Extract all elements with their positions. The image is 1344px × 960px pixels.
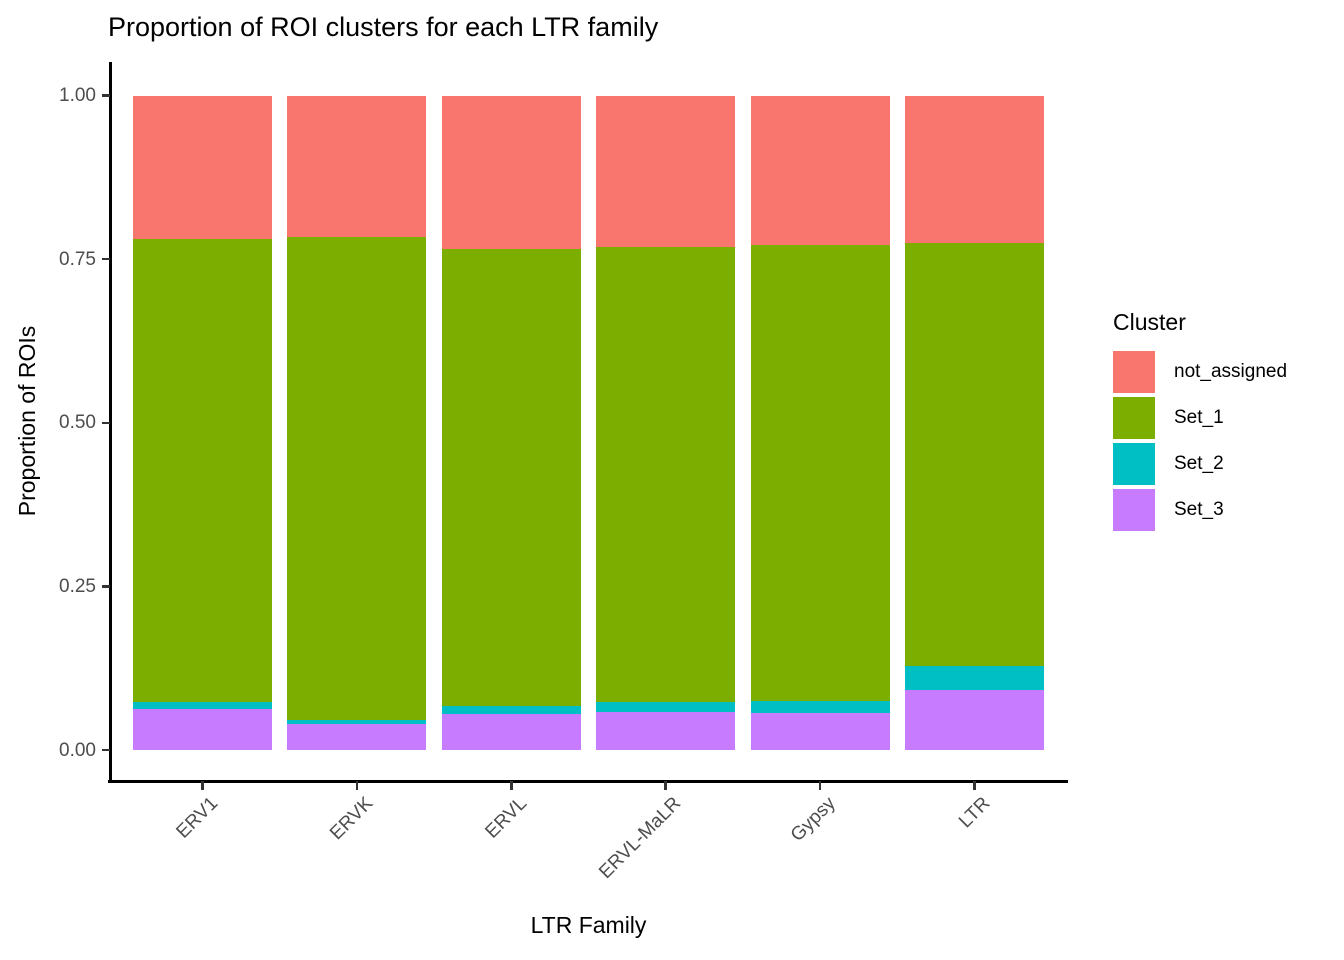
bar-segment-ERV1-Set_1 bbox=[133, 239, 273, 702]
x-tick-label-ERVL-MaLR: ERVL-MaLR bbox=[595, 793, 686, 884]
legend-entry-not_assigned: not_assigned bbox=[1113, 351, 1287, 393]
x-tick-label-Gypsy: Gypsy bbox=[786, 793, 840, 846]
legend-swatch-Set_3 bbox=[1113, 489, 1155, 531]
y-tick-0.50 bbox=[101, 421, 110, 424]
bar-segment-ERVL-Set_1 bbox=[441, 248, 581, 707]
y-tick-label-0.25: 0.25 bbox=[59, 575, 96, 597]
legend-entry-Set_3: Set_3 bbox=[1113, 489, 1287, 531]
bar-segment-ERVK-Set_2 bbox=[287, 719, 427, 725]
bar-segment-ERVL-MaLR-not_assigned bbox=[596, 95, 736, 247]
bar-segment-Gypsy-not_assigned bbox=[750, 95, 890, 245]
y-tick-label-0.00: 0.00 bbox=[59, 739, 96, 761]
bar-segment-ERVL-MaLR-Set_1 bbox=[596, 246, 736, 703]
bar-segment-ERVK-not_assigned bbox=[287, 95, 427, 237]
bar-segment-ERVL-MaLR-Set_3 bbox=[596, 712, 736, 750]
legend-title: Cluster bbox=[1113, 309, 1186, 335]
x-tick-ERVL bbox=[510, 781, 513, 790]
x-tick-label-LTR: LTR bbox=[954, 793, 995, 833]
bar-segment-ERVL-MaLR-Set_2 bbox=[596, 702, 736, 713]
bar-segment-LTR-Set_1 bbox=[904, 243, 1044, 667]
y-tick-1.00 bbox=[101, 94, 110, 97]
bar-segment-ERVL-not_assigned bbox=[441, 95, 581, 249]
bar-segment-Gypsy-Set_3 bbox=[750, 712, 890, 750]
x-tick-ERVL-MaLR bbox=[664, 781, 667, 790]
bar-segment-Gypsy-Set_1 bbox=[750, 244, 890, 701]
bar-segment-LTR-Set_2 bbox=[904, 666, 1044, 691]
bar-segment-ERVL-Set_2 bbox=[441, 706, 581, 714]
y-tick-label-1.00: 1.00 bbox=[59, 85, 96, 106]
bar-segment-ERV1-Set_3 bbox=[133, 709, 273, 750]
x-tick-label-ERVL: ERVL bbox=[481, 793, 532, 843]
legend-swatch-not_assigned bbox=[1113, 351, 1155, 393]
bar-segment-ERVK-Set_1 bbox=[287, 236, 427, 720]
legend-label-not_assigned: not_assigned bbox=[1174, 361, 1288, 382]
legend-label-Set_2: Set_2 bbox=[1174, 453, 1224, 474]
x-axis-line bbox=[108, 780, 1068, 783]
x-tick-label-ERVK: ERVK bbox=[325, 793, 377, 845]
bar-segment-ERVK-Set_3 bbox=[287, 724, 427, 750]
y-tick-0.00 bbox=[101, 748, 110, 752]
x-tick-ERV1 bbox=[201, 781, 204, 790]
bar-segment-LTR-not_assigned bbox=[904, 95, 1044, 244]
legend-swatch-Set_2 bbox=[1113, 443, 1155, 485]
y-tick-0.75 bbox=[101, 257, 110, 261]
bar-segment-ERVL-Set_3 bbox=[441, 714, 581, 750]
y-axis-line bbox=[109, 62, 112, 783]
legend-entry-Set_1: Set_1 bbox=[1113, 397, 1287, 439]
legend-entries: not_assigned Set_1 Set_2 Set_3 bbox=[1113, 351, 1287, 531]
bar-segment-LTR-Set_3 bbox=[904, 690, 1044, 750]
y-tick-label-0.50: 0.50 bbox=[59, 412, 96, 434]
x-axis-title: LTR Family bbox=[530, 912, 647, 938]
y-tick-0.25 bbox=[101, 585, 110, 588]
x-tick-LTR bbox=[973, 781, 976, 790]
legend-swatch-Set_1 bbox=[1113, 397, 1155, 439]
y-tick-label-0.75: 0.75 bbox=[59, 248, 96, 270]
chart-title: Proportion of ROI clusters for each LTR … bbox=[108, 12, 659, 42]
x-tick-label-ERV1: ERV1 bbox=[172, 793, 223, 843]
bar-segment-Gypsy-Set_2 bbox=[750, 700, 890, 713]
legend-label-Set_1: Set_1 bbox=[1174, 407, 1224, 428]
bar-segment-ERV1-not_assigned bbox=[133, 95, 273, 240]
legend-label-Set_3: Set_3 bbox=[1174, 499, 1224, 520]
legend-entry-Set_2: Set_2 bbox=[1113, 443, 1287, 485]
legend: Cluster not_assigned Set_1 Set_2 Set_3 bbox=[1113, 308, 1287, 535]
bar-segment-ERV1-Set_2 bbox=[133, 701, 273, 710]
x-tick-Gypsy bbox=[818, 781, 822, 790]
x-tick-ERVK bbox=[355, 781, 359, 790]
